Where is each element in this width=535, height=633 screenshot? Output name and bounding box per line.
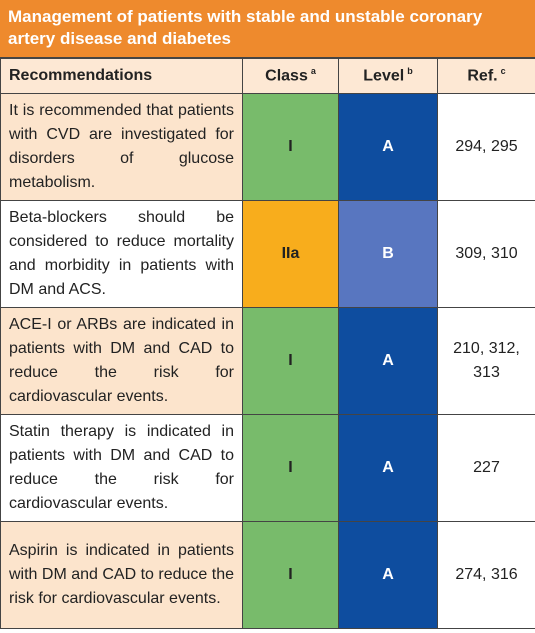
footnote-mark: c — [500, 66, 506, 77]
recommendation: ACE-I or ARBs are indicated in patients … — [0, 307, 243, 415]
row: Statin therapy is indicated in patients … — [0, 414, 535, 522]
footnote-mark: a — [310, 66, 316, 77]
row: Beta-blockers should be considered to re… — [0, 200, 535, 308]
header-cell: Class a — [242, 58, 339, 94]
level: A — [338, 414, 438, 522]
reference: 294, 295 — [437, 93, 535, 201]
title: Management of patients with stable and u… — [0, 0, 535, 58]
reference: 227 — [437, 414, 535, 522]
header-row: Recommendations Class a Level b Ref. c — [0, 58, 535, 94]
row: Aspirin is indicated in patients with DM… — [0, 521, 535, 629]
recommendation: Aspirin is indicated in patients with DM… — [0, 521, 243, 629]
header-text: Level — [363, 67, 405, 85]
header-text: Class — [265, 67, 308, 85]
level: A — [338, 521, 438, 629]
reference: 210, 312, 313 — [437, 307, 535, 415]
row: It is recommended that patients with CVD… — [0, 93, 535, 201]
header-text: Ref. — [467, 67, 498, 85]
reference: 309, 310 — [437, 200, 535, 308]
header-cell: Recommendations — [0, 58, 243, 94]
class: I — [242, 93, 339, 201]
level: A — [338, 307, 438, 415]
header-text: Recommendations — [9, 67, 153, 84]
class: IIa — [242, 200, 339, 308]
level: A — [338, 93, 438, 201]
class: I — [242, 414, 339, 522]
level: B — [338, 200, 438, 308]
recommendation: Statin therapy is indicated in patients … — [0, 414, 243, 522]
reference: 274, 316 — [437, 521, 535, 629]
header-cell: Ref. c — [437, 58, 535, 94]
recommendations-table: Recommendations Class a Level b Ref. c It i… — [0, 58, 535, 629]
class: I — [242, 521, 339, 629]
header-cell: Level b — [338, 58, 438, 94]
row: ACE-I or ARBs are indicated in patients … — [0, 307, 535, 415]
recommendation: It is recommended that patients with CVD… — [0, 93, 243, 201]
footnote-mark: b — [407, 66, 413, 77]
recommendation: Beta-blockers should be considered to re… — [0, 200, 243, 308]
class: I — [242, 307, 339, 415]
